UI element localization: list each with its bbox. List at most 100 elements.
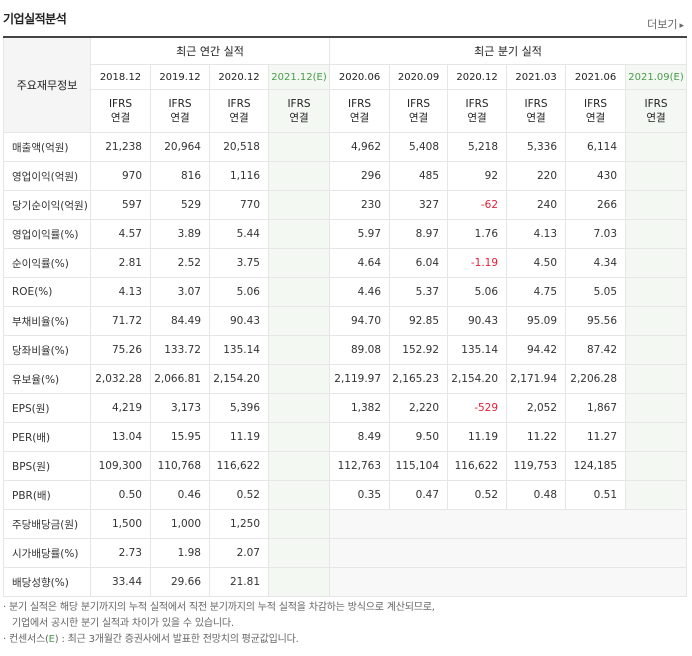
cell-quarter-1: 2,220: [389, 393, 449, 423]
cell-annual-1: 1,000: [150, 509, 210, 539]
cell-quarter-3: 95.09: [506, 306, 567, 336]
table-row: PBR(배) 0.50 0.46 0.52 0.35 0.47 0.52 0.48 0.51: [3, 480, 688, 510]
cell-quarter-4: 0.51: [565, 480, 627, 510]
basis-consolidated: 연결: [170, 112, 190, 124]
table-row: 당기순이익(억원) 597 529 770 230 327 -62 240 266: [3, 190, 688, 220]
cell-quarter-5: [625, 190, 688, 220]
cell-quarter-5: [625, 219, 688, 249]
cell-annual-3: [267, 335, 331, 365]
cell-quarter-2: -62: [447, 190, 508, 220]
basis-standard: IFRS: [227, 98, 251, 110]
section-title: 기업실적분석: [3, 12, 67, 26]
table-row: 매출액(억원) 21,238 20,964 20,518 4,962 5,408 5,218…: [3, 132, 688, 162]
cell-quarter-2: 116,622: [447, 451, 508, 481]
cell-quarter-5: [625, 335, 688, 365]
cell-annual-2: 5.06: [209, 277, 269, 307]
cell-quarter-1: 6.04: [389, 248, 449, 278]
cell-annual-2: 135.14: [209, 335, 269, 365]
basis-header-quarter-0: IFRS 연결: [329, 89, 391, 133]
cell-annual-2: 5.44: [209, 219, 269, 249]
cell-annual-3: [267, 393, 331, 423]
cell-quarter-5: [625, 364, 688, 394]
cell-quarter-3: 240: [506, 190, 567, 220]
cell-annual-2: 116,622: [209, 451, 269, 481]
cell-annual-0: 4.13: [90, 277, 151, 307]
row-label: 배당성향(%): [3, 567, 91, 597]
cell-annual-1: 84.49: [150, 306, 210, 336]
basis-header-annual-2: IFRS 연결: [209, 89, 269, 133]
basis-consolidated: 연결: [289, 112, 309, 124]
row-label: ROE(%): [3, 277, 91, 307]
cell-annual-0: 0.50: [90, 480, 151, 510]
cell-quarter-1: 9.50: [389, 422, 449, 452]
basis-standard: IFRS: [583, 98, 608, 110]
basis-consolidated: 연결: [646, 112, 666, 124]
cell-quarter-2: 11.19: [447, 422, 508, 452]
row-label: 영업이익(억원): [3, 161, 91, 191]
row-label: 주당배당금(원): [3, 509, 91, 539]
cell-quarter-0: 4.64: [329, 248, 391, 278]
period-header-quarter-3: 2021.03: [506, 64, 567, 90]
cell-quarter-3: 4.13: [506, 219, 567, 249]
cell-quarter-1: 0.47: [389, 480, 449, 510]
basis-standard: IFRS: [347, 98, 372, 110]
basis-standard: IFRS: [465, 98, 489, 110]
cell-annual-1: 2,066.81: [150, 364, 210, 394]
cell-quarter-1: 327: [389, 190, 449, 220]
table-row: 당좌비율(%) 75.26 133.72 135.14 89.08 152.92 135.1…: [3, 335, 688, 365]
table-row: 주당배당금(원) 1,500 1,000 1,250: [3, 509, 688, 539]
cell-annual-1: 529: [150, 190, 210, 220]
footnote-quarter-calc-cont: 기업에서 공시한 분기 실적과 차이가 있을 수 있습니다.: [12, 618, 234, 629]
cell-annual-3: [267, 480, 331, 510]
row-label: 순이익률(%): [3, 248, 91, 278]
cell-quarter-3: 94.42: [506, 335, 567, 365]
cell-annual-0: 2.73: [90, 538, 151, 568]
cell-annual-3: [267, 567, 331, 597]
row-label: 시가배당률(%): [3, 538, 91, 568]
footnote-quarter-calc: · 분기 실적은 해당 분기까지의 누적 실적에서 직전 분기까지의 누적 실적…: [3, 602, 435, 613]
cell-quarter-2: -529: [447, 393, 508, 423]
cell-quarter-0: 296: [329, 161, 391, 191]
cell-annual-0: 13.04: [90, 422, 151, 452]
table-row: 영업이익률(%) 4.57 3.89 5.44 5.97 8.97 1.76 4.13 7.03: [3, 219, 688, 249]
cell-quarter-4: 266: [565, 190, 627, 220]
cell-quarter-4: 4.34: [565, 248, 627, 278]
cell-quarter-4: 87.42: [565, 335, 627, 365]
cell-quarter-2: 5.06: [447, 277, 508, 307]
cell-quarter-5: [625, 451, 688, 481]
quarter-group-header: 최근 분기 실적: [329, 36, 688, 65]
cell-annual-0: 4.57: [90, 219, 151, 249]
cell-annual-1: 29.66: [150, 567, 210, 597]
cell-annual-3: [267, 451, 331, 481]
cell-quarter-4: 1,867: [565, 393, 627, 423]
period-header-annual-1: 2019.12: [150, 64, 210, 90]
basis-consolidated: 연결: [526, 112, 546, 124]
cell-quarter-1: 152.92: [389, 335, 449, 365]
row-label: 영업이익률(%): [3, 219, 91, 249]
cell-annual-1: 133.72: [150, 335, 210, 365]
cell-quarter-1: 485: [389, 161, 449, 191]
cell-quarter-4: 11.27: [565, 422, 627, 452]
table-row: 부채비율(%) 71.72 84.49 90.43 94.70 92.85 90.43 95.…: [3, 306, 688, 336]
cell-annual-2: 1,116: [209, 161, 269, 191]
table-row: 순이익률(%) 2.81 2.52 3.75 4.64 6.04 -1.19 4.50 4.34: [3, 248, 688, 278]
cell-annual-3: [267, 248, 331, 278]
cell-annual-0: 1,500: [90, 509, 151, 539]
basis-header-quarter-2: IFRS 연결: [447, 89, 508, 133]
cell-annual-0: 33.44: [90, 567, 151, 597]
cell-quarter-4: 5.05: [565, 277, 627, 307]
row-label: PBR(배): [3, 480, 91, 510]
cell-quarter-5: [625, 161, 688, 191]
cell-annual-0: 109,300: [90, 451, 151, 481]
cell-quarter-3: 4.50: [506, 248, 567, 278]
footnotes: · 분기 실적은 해당 분기까지의 누적 실적에서 직전 분기까지의 누적 실적…: [3, 600, 435, 648]
cell-annual-3: [267, 277, 331, 307]
period-header-quarter-5: 2021.09(E): [625, 64, 688, 90]
cell-annual-2: 21.81: [209, 567, 269, 597]
cell-annual-0: 2.81: [90, 248, 151, 278]
period-header-quarter-2: 2020.12: [447, 64, 508, 90]
more-link[interactable]: 더보기 ▸: [647, 16, 684, 32]
footnote-consensus-post: ) : 최근 3개월간 증권사에서 발표한 전망치의 평균값입니다.: [54, 634, 299, 645]
cell-annual-1: 2.52: [150, 248, 210, 278]
cell-quarter-3: 2,052: [506, 393, 567, 423]
